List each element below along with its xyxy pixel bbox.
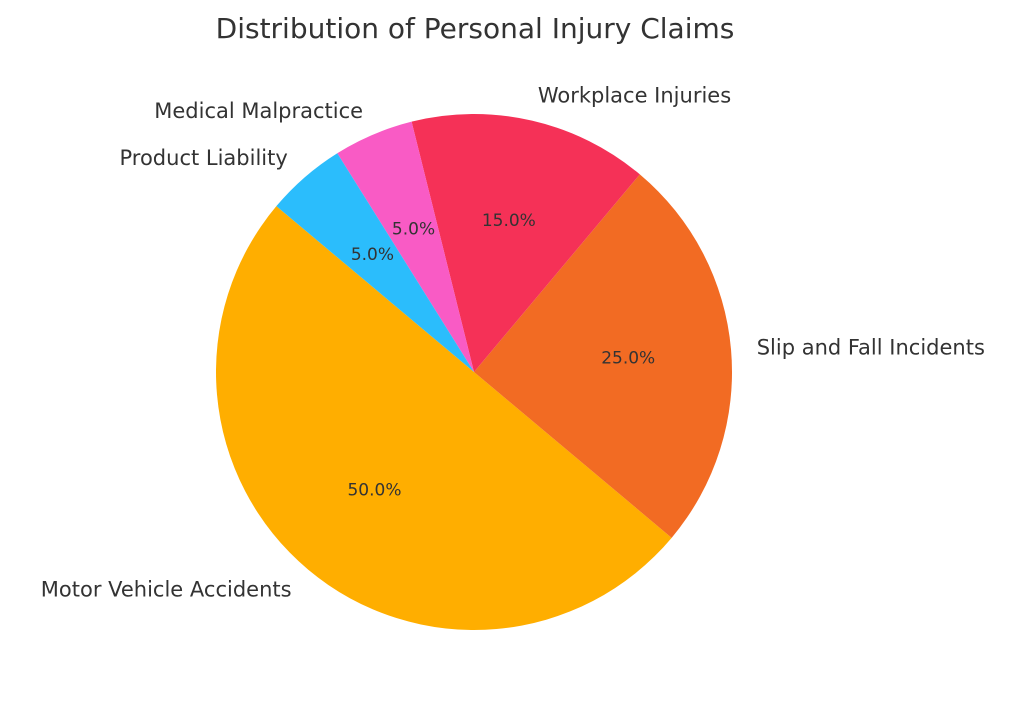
pie-pct-label-workplace-injuries: 15.0% xyxy=(482,211,536,231)
pie-slice-product-liability xyxy=(276,153,474,372)
pie-pct-label-motor-vehicle-accidents: 50.0% xyxy=(347,481,401,501)
pie-labels: 50.0% Motor Vehicle Accidents 25.0% Slip an… xyxy=(41,83,985,601)
pie-pct-label-slip-and-fall-incidents: 25.0% xyxy=(601,349,655,369)
pie-category-label-motor-vehicle-accidents: Motor Vehicle Accidents xyxy=(41,577,292,601)
pie-slice-slip-and-fall-incidents xyxy=(474,174,733,538)
chart-title: Distribution of Personal Injury Claims xyxy=(216,12,735,45)
pie-category-label-product-liability: Product Liability xyxy=(119,146,287,170)
pie-category-label-slip-and-fall-incidents: Slip and Fall Incidents xyxy=(757,335,985,359)
pie-category-label-workplace-injuries: Workplace Injuries xyxy=(538,83,731,107)
pie-pct-label-product-liability: 5.0% xyxy=(351,245,394,265)
pie-slice-motor-vehicle-accidents xyxy=(216,206,672,630)
pie-pct-label-medical-malpractice: 5.0% xyxy=(392,220,435,240)
pie-slice-workplace-injuries xyxy=(411,114,640,373)
pie-category-label-medical-malpractice: Medical Malpractice xyxy=(154,99,363,123)
pie-slice-medical-malpractice xyxy=(337,121,474,373)
pie-slices xyxy=(216,114,733,630)
